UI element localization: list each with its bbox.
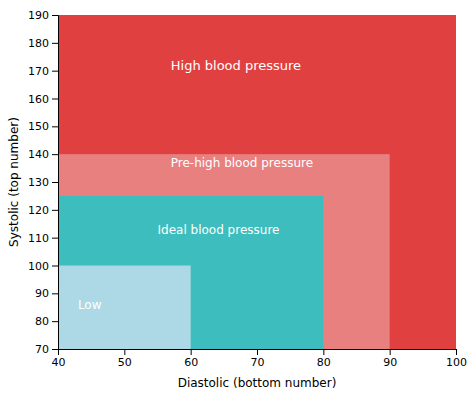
- tick-mark: [52, 15, 58, 16]
- tick: 90: [35, 287, 58, 300]
- zone: [58, 196, 323, 349]
- tick: 80: [317, 349, 331, 369]
- y-axis: 70 80 90 100 110 120 130 140 150 160 170 180 190: [28, 9, 59, 356]
- tick: 60: [184, 349, 198, 369]
- tick-mark: [52, 210, 58, 211]
- tick-label: 40: [52, 356, 66, 369]
- tick-label: 190: [28, 9, 49, 22]
- zone: [58, 15, 456, 349]
- x-axis-title: Diastolic (bottom number): [178, 376, 337, 390]
- tick: 160: [28, 93, 58, 106]
- tick: 130: [28, 176, 58, 189]
- tick: 70: [35, 343, 58, 356]
- tick: 110: [28, 232, 58, 245]
- chart: High blood pressure Pre-high blood pressu…: [0, 0, 474, 395]
- tick-mark: [52, 349, 58, 350]
- tick-label: 80: [317, 356, 331, 369]
- tick: 120: [28, 204, 58, 217]
- tick-mark: [52, 154, 58, 155]
- zone: [58, 154, 390, 349]
- y-axis-title: Systolic (top number): [7, 117, 21, 247]
- x-axis: 40 50 60 70 80 90 100: [52, 349, 468, 369]
- tick-mark: [257, 349, 258, 355]
- tick-mark: [456, 349, 457, 355]
- zone: [58, 266, 191, 350]
- zone-label: Pre-high blood pressure: [171, 156, 313, 170]
- tick-label: 120: [28, 204, 49, 217]
- tick: 90: [383, 349, 397, 369]
- tick: 140: [28, 148, 58, 161]
- tick-label: 100: [28, 260, 49, 273]
- tick-mark: [52, 126, 58, 127]
- tick-label: 60: [184, 356, 198, 369]
- tick-label: 90: [383, 356, 397, 369]
- tick-label: 80: [35, 315, 49, 328]
- tick-mark: [52, 321, 58, 322]
- tick-label: 50: [118, 356, 132, 369]
- tick-mark: [52, 182, 58, 183]
- tick-label: 90: [35, 287, 49, 300]
- tick: 190: [28, 9, 58, 22]
- tick-label: 160: [28, 93, 49, 106]
- tick-label: 180: [28, 37, 49, 50]
- tick: 150: [28, 120, 58, 133]
- axis-line: [59, 350, 457, 356]
- tick: 100: [446, 349, 467, 369]
- plot: High blood pressure Pre-high blood pressu…: [28, 9, 467, 369]
- tick: 180: [28, 37, 58, 50]
- tick: 70: [251, 349, 265, 369]
- tick-mark: [52, 266, 58, 267]
- zone-labels: High blood pressure Pre-high blood pressu…: [78, 58, 313, 312]
- tick: 40: [52, 349, 66, 369]
- zones: [58, 15, 456, 349]
- tick: 50: [118, 349, 132, 369]
- zone-label: High blood pressure: [171, 58, 301, 73]
- tick-label: 70: [35, 343, 49, 356]
- tick-label: 170: [28, 65, 49, 78]
- tick-label: 130: [28, 176, 49, 189]
- tick-mark: [52, 99, 58, 100]
- tick-label: 110: [28, 232, 49, 245]
- tick-label: 150: [28, 120, 49, 133]
- tick-mark: [52, 238, 58, 239]
- tick: 170: [28, 65, 58, 78]
- axis-line: [52, 16, 59, 350]
- tick-label: 70: [251, 356, 265, 369]
- tick-mark: [124, 349, 125, 355]
- tick: 80: [35, 315, 58, 328]
- tick-label: 140: [28, 148, 49, 161]
- zone-label: Low: [78, 298, 102, 312]
- tick-mark: [191, 349, 192, 355]
- tick-mark: [390, 349, 391, 355]
- tick-mark: [52, 71, 58, 72]
- tick-mark: [52, 293, 58, 294]
- tick: 100: [28, 260, 58, 273]
- tick-mark: [323, 349, 324, 355]
- tick-label: 100: [446, 356, 467, 369]
- zone-label: Ideal blood pressure: [158, 223, 280, 237]
- tick-mark: [52, 43, 58, 44]
